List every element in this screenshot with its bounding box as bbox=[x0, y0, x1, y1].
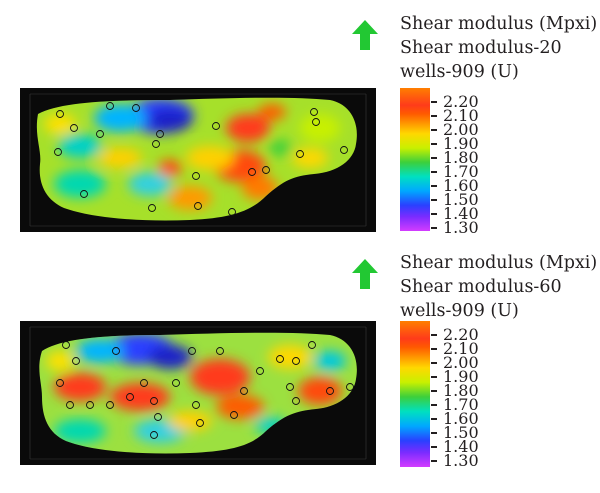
top-shear-modulus-map bbox=[20, 88, 376, 232]
top-colorbar bbox=[400, 88, 430, 231]
colorbar-tick: 1.90 bbox=[431, 136, 479, 152]
colorbar-tick: 1.30 bbox=[431, 220, 479, 236]
legend-title-line-1: Shear modulus (Mpxi) bbox=[400, 253, 598, 273]
colorbar-tick: 2.10 bbox=[431, 108, 479, 124]
top-map-panel: Shear modulus (Mpxi) Shear modulus-20 we… bbox=[0, 0, 600, 245]
colorbar-tick: 1.40 bbox=[431, 439, 479, 455]
colorbar-tick: 1.40 bbox=[431, 206, 479, 222]
colorbar-tick: 1.80 bbox=[431, 150, 479, 166]
colorbar-tick: 1.60 bbox=[431, 411, 479, 427]
colorbar-tick: 1.50 bbox=[431, 192, 479, 208]
colorbar-tick: 1.50 bbox=[431, 425, 479, 441]
bottom-colorbar bbox=[400, 321, 430, 467]
top-map-graphic bbox=[29, 93, 367, 227]
top-well-markers bbox=[54, 102, 348, 216]
colorbar-tick: 1.80 bbox=[431, 383, 479, 399]
colorbar-tick: 1.70 bbox=[431, 164, 479, 180]
colorbar-tick: 1.70 bbox=[431, 397, 479, 413]
colorbar-tick: 2.10 bbox=[431, 341, 479, 357]
north-arrow-icon bbox=[352, 20, 378, 50]
north-arrow-icon bbox=[352, 259, 378, 289]
legend-title-line-2: Shear modulus-60 bbox=[400, 277, 562, 297]
colorbar-tick: 1.90 bbox=[431, 369, 479, 385]
bottom-map-grid bbox=[29, 326, 367, 460]
legend-title-line-3: wells-909 (U) bbox=[400, 62, 519, 82]
bottom-well-markers bbox=[56, 341, 354, 439]
colorbar-tick: 1.30 bbox=[431, 453, 479, 469]
legend-title-line-2: Shear modulus-20 bbox=[400, 38, 562, 58]
colorbar-tick: 2.20 bbox=[431, 327, 479, 343]
legend-title-line-3: wells-909 (U) bbox=[400, 301, 519, 321]
bottom-colorbar-ticks: 2.20 2.10 2.00 1.90 1.80 1.70 1.60 1.50 … bbox=[431, 321, 511, 469]
colorbar-tick: 2.00 bbox=[431, 122, 479, 138]
top-map-field bbox=[36, 97, 357, 221]
top-colorbar-ticks: 2.20 2.10 2.00 1.90 1.80 1.70 1.60 1.50 … bbox=[431, 88, 511, 236]
colorbar-tick: 2.00 bbox=[431, 355, 479, 371]
bottom-map-graphic bbox=[29, 326, 367, 460]
bottom-map-panel: Shear modulus (Mpxi) Shear modulus-60 we… bbox=[0, 245, 600, 493]
legend-title-line-1: Shear modulus (Mpxi) bbox=[400, 14, 598, 34]
top-map-grid bbox=[29, 93, 367, 227]
bottom-legend-title: Shear modulus (Mpxi) Shear modulus-60 we… bbox=[400, 251, 597, 323]
bottom-map-field bbox=[39, 332, 357, 454]
colorbar-tick: 2.20 bbox=[431, 94, 479, 110]
bottom-shear-modulus-map bbox=[20, 321, 376, 465]
top-legend-title: Shear modulus (Mpxi) Shear modulus-20 we… bbox=[400, 12, 597, 84]
colorbar-tick: 1.60 bbox=[431, 178, 479, 194]
